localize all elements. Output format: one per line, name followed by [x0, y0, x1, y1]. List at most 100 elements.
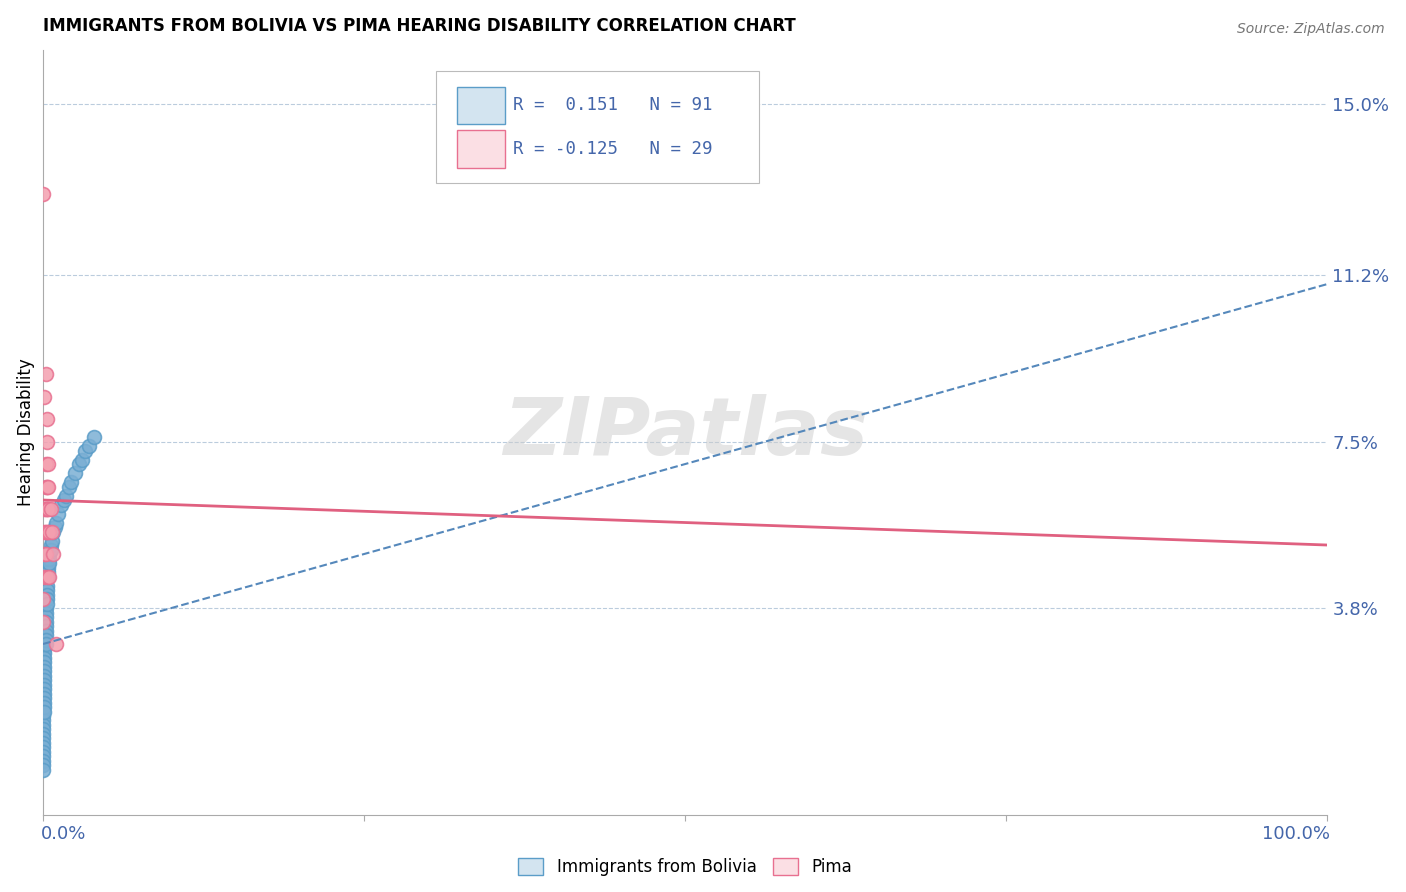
Point — [34, 601, 56, 615]
Point — [49, 498, 72, 512]
Point — [37, 502, 59, 516]
Point — [34, 524, 56, 539]
Point — [35, 578, 58, 592]
Point — [34, 637, 56, 651]
Point — [32, 624, 55, 638]
Point — [32, 686, 55, 700]
Point — [45, 637, 67, 651]
Point — [32, 187, 55, 202]
Point — [32, 646, 55, 660]
Point — [60, 475, 83, 489]
Point — [34, 615, 56, 629]
Point — [32, 686, 55, 700]
Point — [32, 740, 55, 755]
Point — [32, 569, 55, 583]
Point — [32, 718, 55, 732]
Point — [32, 700, 55, 714]
Point — [38, 524, 60, 539]
Point — [32, 547, 55, 561]
Point — [32, 677, 55, 691]
Point — [67, 457, 90, 471]
Point — [48, 507, 70, 521]
Point — [32, 655, 55, 669]
Point — [58, 479, 80, 493]
Point — [42, 524, 65, 539]
Point — [38, 547, 60, 561]
Point — [34, 367, 56, 381]
Point — [32, 524, 55, 539]
Point — [32, 659, 55, 673]
Point — [32, 763, 55, 777]
Point — [37, 556, 59, 570]
Point — [83, 430, 105, 444]
Point — [32, 691, 55, 706]
Point — [39, 538, 62, 552]
Point — [35, 569, 58, 583]
Point — [34, 547, 56, 561]
Point — [35, 502, 58, 516]
Point — [32, 632, 55, 647]
Point — [35, 592, 58, 607]
Point — [70, 452, 93, 467]
Point — [32, 681, 55, 696]
Text: ZIPatlas: ZIPatlas — [503, 393, 868, 472]
Point — [35, 569, 58, 583]
Point — [32, 650, 55, 665]
Point — [34, 606, 56, 620]
Point — [32, 731, 55, 746]
Text: 0.0%: 0.0% — [41, 825, 86, 843]
Point — [32, 754, 55, 768]
Point — [39, 542, 62, 557]
Point — [32, 696, 55, 710]
Text: Source: ZipAtlas.com: Source: ZipAtlas.com — [1237, 22, 1385, 37]
Point — [32, 502, 55, 516]
Point — [32, 723, 55, 737]
Point — [32, 700, 55, 714]
Point — [35, 412, 58, 426]
Point — [32, 390, 55, 404]
Point — [32, 615, 55, 629]
Point — [34, 502, 56, 516]
Point — [34, 479, 56, 493]
Point — [32, 696, 55, 710]
Point — [34, 628, 56, 642]
Legend: Immigrants from Bolivia, Pima: Immigrants from Bolivia, Pima — [512, 852, 859, 883]
Text: IMMIGRANTS FROM BOLIVIA VS PIMA HEARING DISABILITY CORRELATION CHART: IMMIGRANTS FROM BOLIVIA VS PIMA HEARING … — [44, 17, 796, 35]
Point — [38, 556, 60, 570]
Point — [32, 673, 55, 687]
Point — [75, 443, 97, 458]
Point — [32, 637, 55, 651]
Point — [42, 547, 65, 561]
Point — [32, 673, 55, 687]
Point — [32, 745, 55, 759]
Point — [55, 489, 77, 503]
Point — [32, 749, 55, 764]
Point — [44, 520, 66, 534]
Point — [32, 641, 55, 656]
Point — [34, 457, 56, 471]
Point — [38, 551, 60, 566]
Point — [34, 619, 56, 633]
Point — [32, 637, 55, 651]
Point — [37, 479, 59, 493]
Point — [32, 714, 55, 728]
Point — [32, 705, 55, 719]
Point — [32, 641, 55, 656]
Point — [32, 758, 55, 772]
Point — [77, 439, 100, 453]
Point — [32, 632, 55, 647]
Point — [39, 502, 62, 516]
Point — [32, 664, 55, 678]
Point — [32, 659, 55, 673]
Point — [45, 516, 67, 530]
Text: R =  0.151   N = 91: R = 0.151 N = 91 — [513, 96, 713, 114]
Point — [34, 632, 56, 647]
Point — [32, 727, 55, 741]
Point — [32, 681, 55, 696]
Point — [32, 709, 55, 723]
Point — [37, 457, 59, 471]
Point — [35, 479, 58, 493]
Y-axis label: Hearing Disability: Hearing Disability — [17, 359, 35, 507]
Point — [32, 668, 55, 682]
Point — [32, 615, 55, 629]
